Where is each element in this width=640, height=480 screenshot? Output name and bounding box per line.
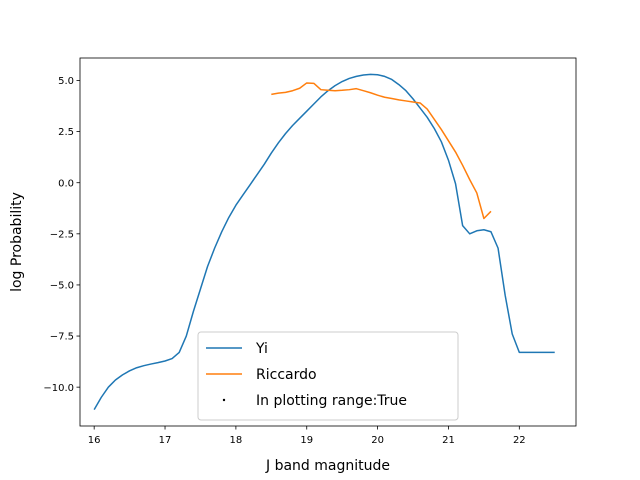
legend: Yi Riccardo In plotting range:True xyxy=(197,331,459,421)
series-layer xyxy=(93,73,555,411)
y-tick-label: −10.0 xyxy=(43,383,74,394)
ticks-layer: 16 17 18 19 20 21 22 −10.0 −7.5 −5.0 −2.5 0.0 2.5 5.0 xyxy=(43,76,525,446)
x-tick-label: 22 xyxy=(513,435,526,446)
x-tick-label: 20 xyxy=(371,435,384,446)
x-tick-label: 17 xyxy=(159,435,172,446)
x-tick-label: 21 xyxy=(442,435,455,446)
y-tick-label: 2.5 xyxy=(58,127,74,138)
axes-frame xyxy=(79,57,577,427)
legend-label: Riccardo xyxy=(256,367,317,383)
series-line-0 xyxy=(93,73,555,411)
y-tick-label: −7.5 xyxy=(50,332,74,343)
y-tick-label: −2.5 xyxy=(50,229,74,240)
x-axis-label: J band magnitude xyxy=(265,458,390,474)
y-axis-label: log Probability xyxy=(9,192,25,292)
legend-label: In plotting range:True xyxy=(256,393,407,409)
x-tick-label: 18 xyxy=(230,435,243,446)
legend-marker xyxy=(222,398,226,402)
series-line-1 xyxy=(271,82,492,220)
legend-label: Yi xyxy=(255,341,268,357)
y-tick-label: 5.0 xyxy=(58,76,74,87)
x-tick-label: 19 xyxy=(300,435,313,446)
y-tick-label: 0.0 xyxy=(58,178,74,189)
x-tick-label: 16 xyxy=(88,435,101,446)
y-tick-label: −5.0 xyxy=(50,281,74,292)
legend-box xyxy=(197,331,459,421)
